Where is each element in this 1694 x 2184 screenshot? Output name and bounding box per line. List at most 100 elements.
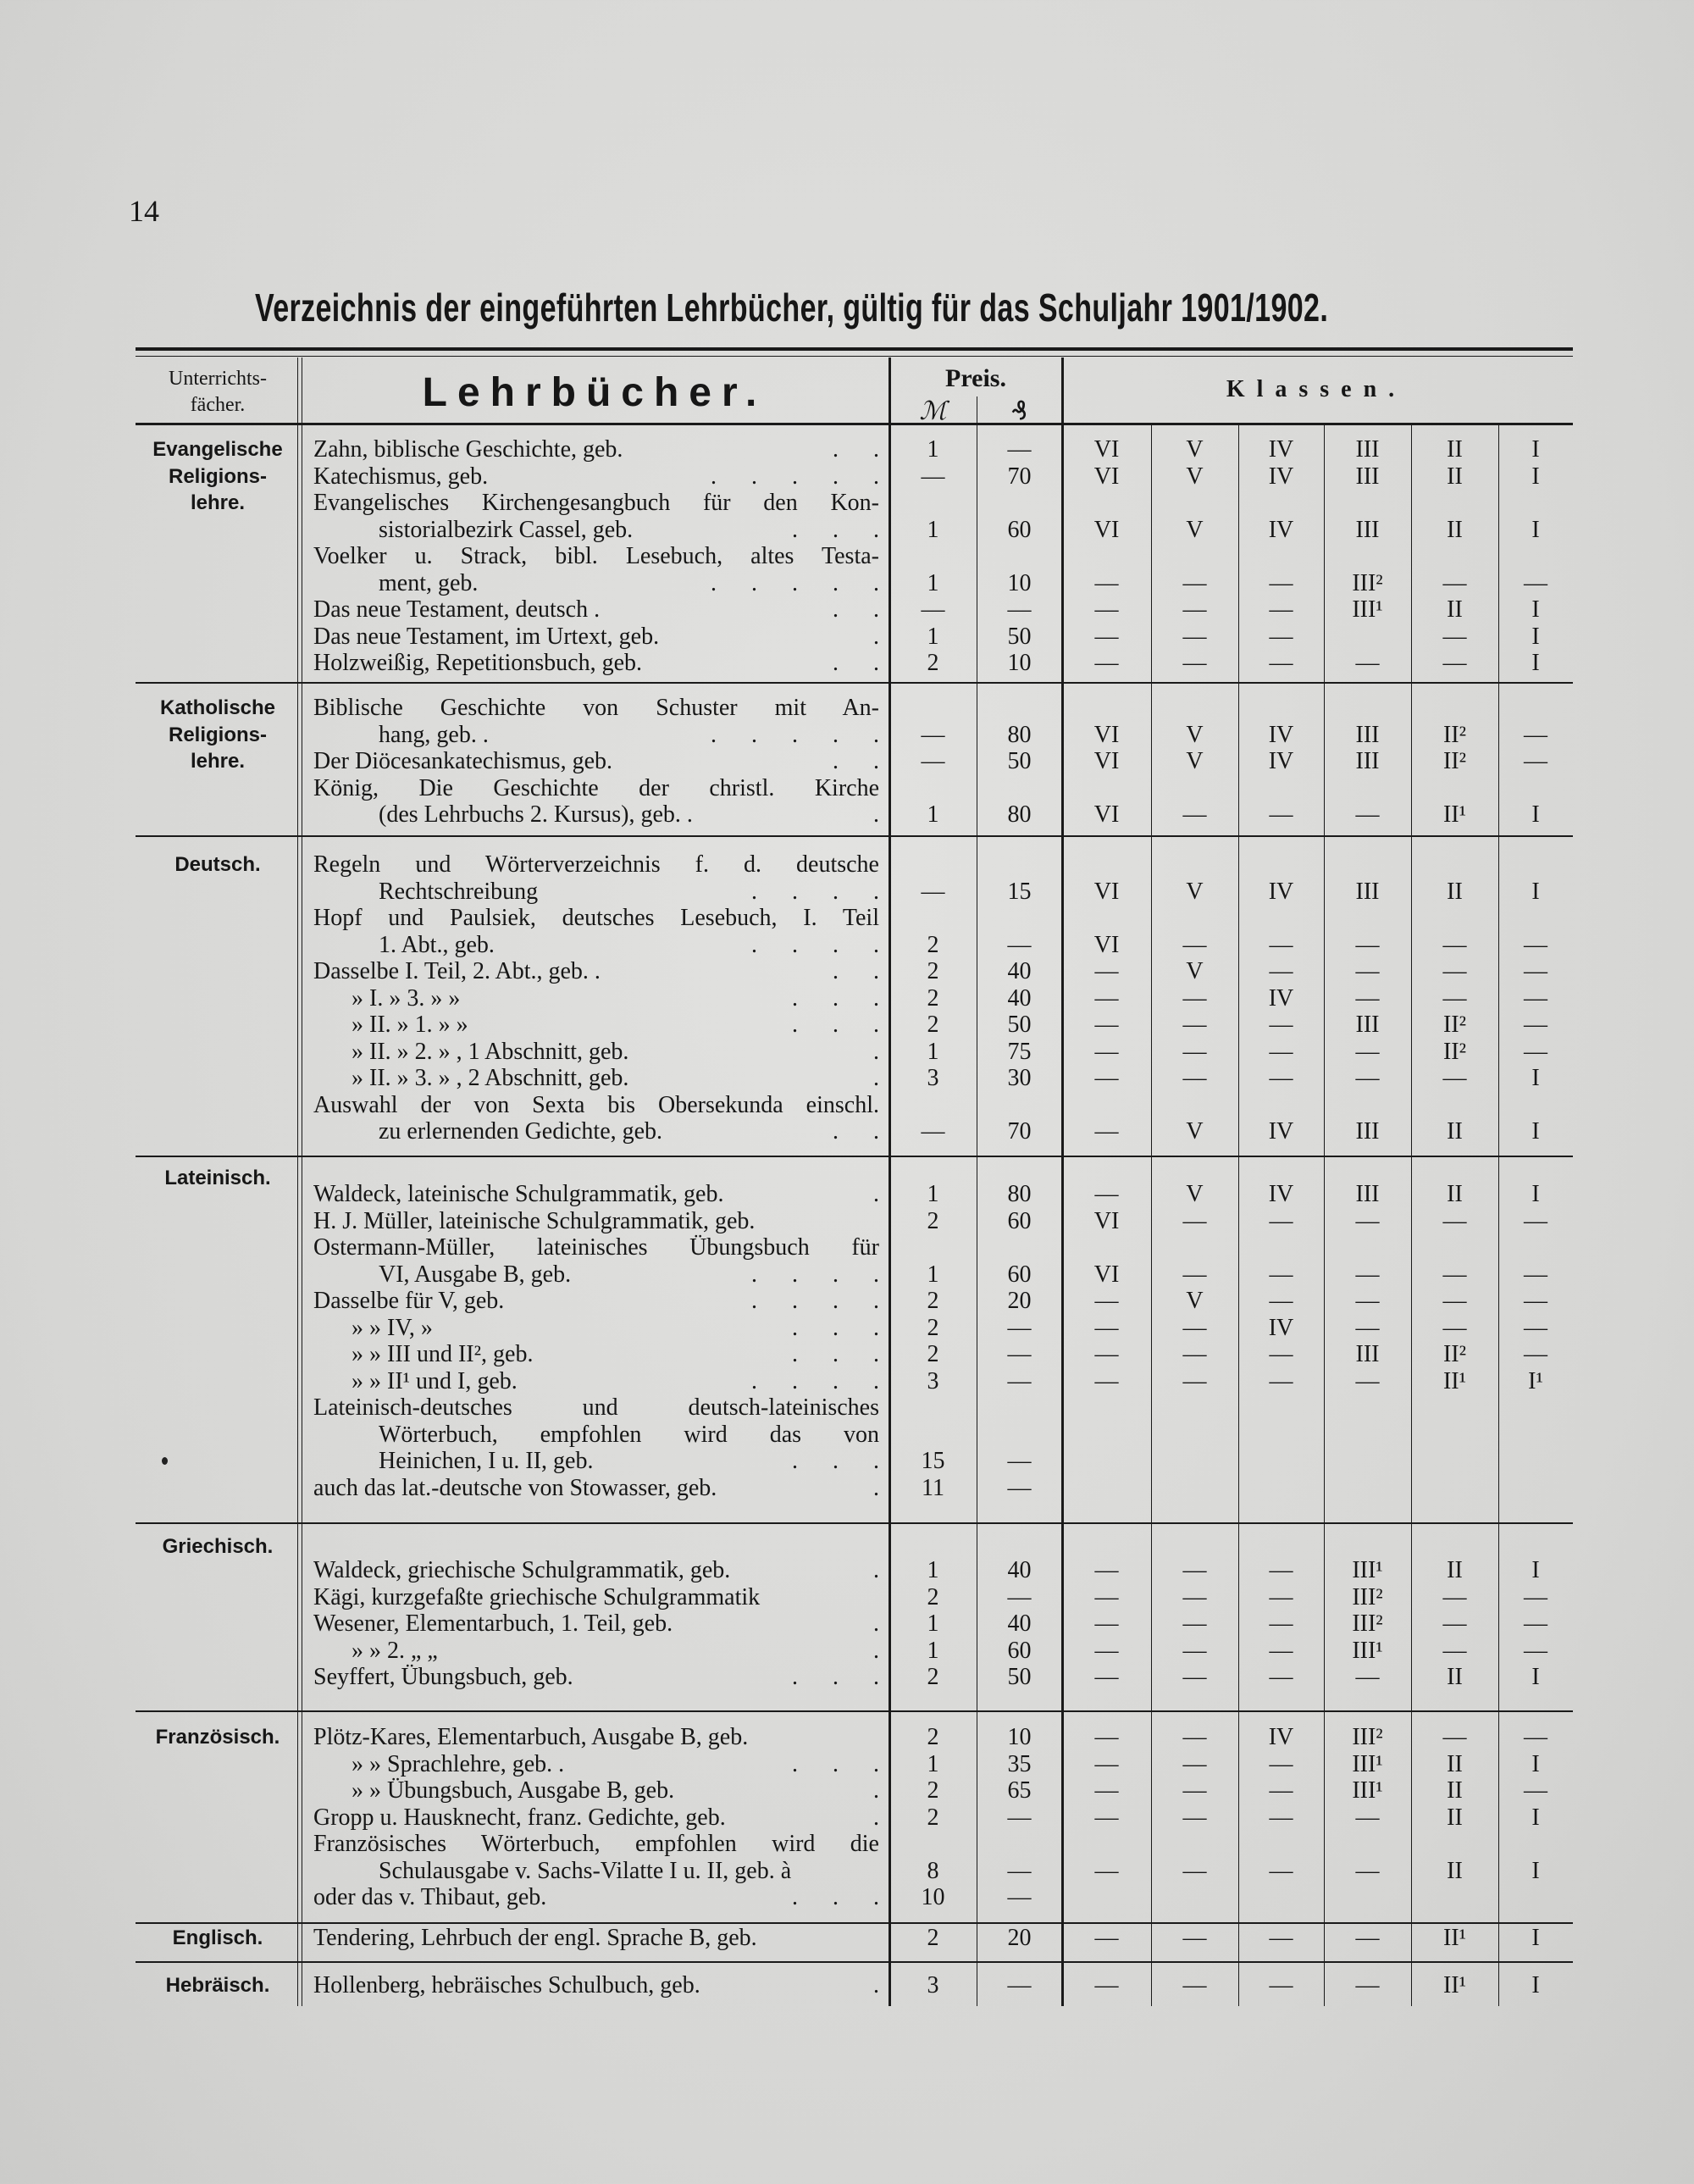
textbook-row: Kägi, kurzgefaßte griechische Schulgramm…	[300, 1584, 1573, 1611]
class-vi: —	[1094, 1583, 1119, 1610]
textbook-title-line: » » III und II², geb. . . .	[313, 1341, 879, 1368]
price-mark: 2	[927, 1012, 939, 1038]
textbook-title-text: » » Übungsbuch, Ausgabe B, geb.	[352, 1777, 675, 1804]
textbook-title: König, Die Geschichte der christl. Kirch…	[300, 775, 889, 829]
class-iv: IV	[1268, 1314, 1294, 1341]
textbook-row: » » 2. „ „. 1 60 — — — III¹ — —	[300, 1638, 1573, 1665]
class-i: I	[1531, 1664, 1540, 1690]
leader-dots: .	[873, 1972, 879, 1998]
textbook-title-line: » » II¹ und I, geb. . . . .	[313, 1368, 879, 1395]
class-v: —	[1182, 1724, 1207, 1750]
class-ii: II¹	[1442, 1972, 1467, 1998]
textbook-title: » » II¹ und I, geb. . . . .	[300, 1368, 889, 1395]
class-iii: III	[1355, 721, 1380, 748]
textbook-title-line: » I. » 3. » » . . .	[313, 985, 879, 1012]
textbook-title-text: Französisches Wörterbuch, empfohlen wird…	[313, 1831, 879, 1857]
price-pfennig: —	[1007, 436, 1032, 463]
textbook-title-line: sistorialbezirk Cassel, geb. . . .	[313, 517, 879, 544]
price-mark: 2	[927, 1207, 939, 1234]
textbook-row: Ostermann-Müller, lateinisches Übungsbuc…	[300, 1234, 1573, 1288]
textbook-title: Evangelisches Kirchengesangbuch für den …	[300, 490, 889, 543]
class-v: —	[1182, 801, 1207, 828]
class-i: I	[1531, 623, 1540, 650]
textbook-title-text: Hollenberg, hebräisches Schulbuch, geb.	[313, 1972, 700, 1998]
textbook-title: Französisches Wörterbuch, empfohlen wird…	[300, 1831, 889, 1884]
textbook-row: Gropp u. Hausknecht, franz. Gedichte, ge…	[300, 1804, 1573, 1832]
price-pfennig: 10	[1007, 569, 1032, 596]
textbook-title-line: Regeln und Wörterverzeichnis f. d. deuts…	[313, 851, 879, 879]
class-iv: —	[1269, 1925, 1293, 1951]
class-iv: IV	[1268, 516, 1294, 543]
class-iii: —	[1355, 801, 1380, 828]
textbook-title-text: König, Die Geschichte der christl. Kirch…	[313, 774, 879, 801]
price-pfennig: 10	[1007, 1724, 1032, 1750]
class-iii: III²	[1352, 1610, 1383, 1637]
textbook-title: Tendering, Lehrbuch der engl. Sprache B,…	[300, 1925, 889, 1952]
class-i: —	[1524, 958, 1547, 984]
textbook-title-text: Wörterbuch, empfohlen wird das von	[379, 1421, 879, 1448]
textbook-title-line: Tendering, Lehrbuch der engl. Sprache B,…	[313, 1925, 879, 1952]
class-i: —	[1524, 1288, 1547, 1314]
price-pfennig: 50	[1007, 623, 1032, 650]
textbook-title-line: hang, geb. . . . . . .	[313, 722, 879, 749]
class-iii: III	[1355, 748, 1380, 774]
class-v: V	[1186, 878, 1204, 905]
class-i: I	[1531, 1804, 1540, 1831]
price-pfennig: —	[1007, 1448, 1032, 1474]
price-pfennig: 50	[1007, 748, 1032, 774]
price-pfennig: 30	[1007, 1065, 1032, 1091]
price-mark: 1	[927, 516, 939, 543]
class-i: —	[1524, 984, 1547, 1012]
price-mark: 11	[922, 1474, 944, 1501]
leader-dots: . . .	[792, 1448, 879, 1474]
textbook-row: Französisches Wörterbuch, empfohlen wird…	[300, 1831, 1573, 1884]
price-pfennig: 60	[1007, 516, 1032, 543]
class-iv: —	[1269, 1367, 1293, 1394]
textbook-title-line: Gropp u. Hausknecht, franz. Gedichte, ge…	[313, 1804, 879, 1832]
class-v: —	[1182, 1065, 1207, 1091]
textbook-title-line: Katechismus, geb. . . . . .	[313, 463, 879, 491]
textbook-list: Zahn, biblische Geschichte, geb.. . 1— VI V…	[300, 436, 1573, 677]
price-mark: 1	[927, 1610, 939, 1637]
leader-dots: . . . .	[751, 1367, 879, 1394]
textbook-title: Wesener, Elementarbuch, 1. Teil, geb..	[300, 1610, 889, 1638]
price-mark: 1	[927, 1038, 939, 1065]
textbook-title-text: (des Lehrbuchs 2. Kursus), geb. .	[379, 801, 693, 828]
class-v: —	[1182, 650, 1207, 676]
class-ii: —	[1442, 931, 1467, 958]
class-i: —	[1524, 1583, 1547, 1610]
class-vi: —	[1094, 1038, 1119, 1065]
textbook-title-line: ment, geb. . . . . .	[313, 570, 879, 597]
class-i: —	[1524, 1724, 1547, 1750]
price-pfennig: 10	[1007, 650, 1032, 676]
class-v: —	[1182, 1610, 1207, 1637]
class-i: —	[1524, 1341, 1547, 1367]
class-i: —	[1524, 748, 1547, 774]
textbook-title-text: sistorialbezirk Cassel, geb.	[379, 516, 634, 543]
textbook-row: oder das v. Thibaut, geb. . . . 10 —	[300, 1884, 1573, 1911]
class-iv: IV	[1268, 984, 1294, 1012]
textbook-title-line: Das neue Testament, im Urtext, geb..	[313, 624, 879, 651]
price-mark: 1	[927, 801, 939, 828]
textbook-title-text: » » IV, »	[352, 1314, 433, 1341]
class-ii: II	[1447, 436, 1463, 463]
ink-mark	[162, 1457, 168, 1465]
class-iii: —	[1355, 1288, 1380, 1314]
class-v: V	[1186, 516, 1204, 543]
price-mark: 2	[927, 1925, 939, 1951]
subject-label: Deutsch.	[136, 851, 300, 879]
subject-label-line: lehre.	[190, 491, 246, 514]
class-iv: —	[1269, 1857, 1293, 1884]
textbook-title-line: H. J. Müller, lateinische Schulgrammatik…	[313, 1208, 879, 1235]
textbook-row: Auswahl der von Sexta bis Obersekunda ei…	[300, 1092, 1573, 1145]
subject-label: Hebräisch.	[136, 1972, 300, 1999]
class-i: I	[1531, 1118, 1540, 1145]
column-rule-class	[1498, 424, 1499, 2006]
class-vi: —	[1094, 1012, 1119, 1038]
class-iv: —	[1269, 1972, 1293, 1998]
textbook-row: Biblische Geschichte von Schuster mit An…	[300, 695, 1573, 748]
textbook-title-line: » » Sprachlehre, geb. . . . .	[313, 1751, 879, 1778]
textbook-row: » » IV, » . . . 2 — — — IV — — —	[300, 1315, 1573, 1342]
class-ii: II	[1447, 1181, 1463, 1207]
class-v: —	[1182, 1750, 1207, 1777]
